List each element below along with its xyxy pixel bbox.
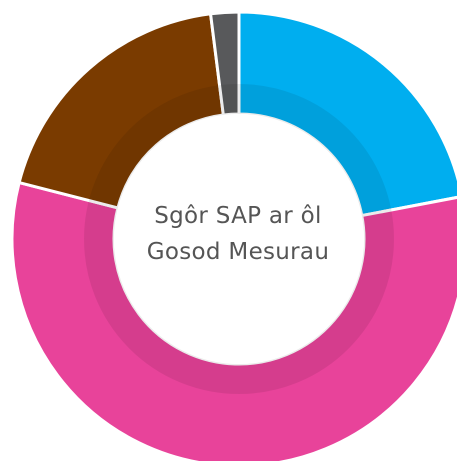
donut-hole (114, 114, 364, 364)
inner-shadow (84, 84, 394, 394)
chart-title: Sgôr SAP ar ôl Gosod Mesurau (146, 203, 330, 265)
